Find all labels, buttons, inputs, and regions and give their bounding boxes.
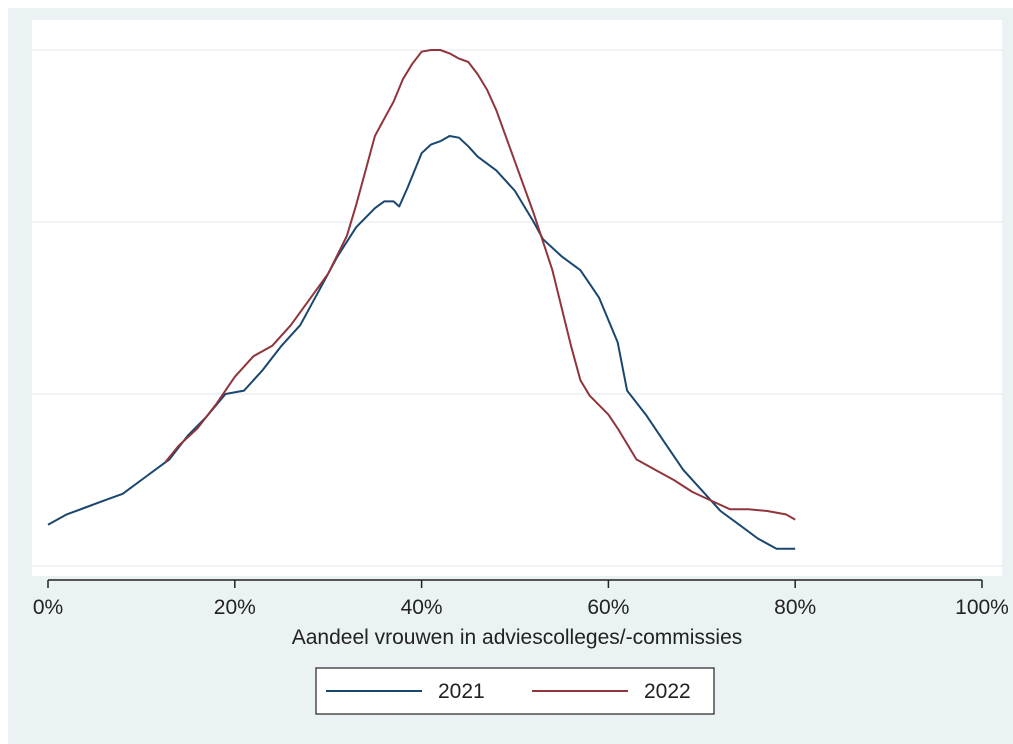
x-tick-label: 80% <box>774 596 816 619</box>
x-tick-label: 20% <box>214 596 256 619</box>
x-axis-label: Aandeel vrouwen in adviescolleges/-commi… <box>292 626 743 649</box>
legend-label-2022: 2022 <box>644 680 691 703</box>
x-tick-label: 100% <box>955 596 1009 619</box>
legend: 2021 2022 <box>315 667 715 715</box>
x-axis: 0% 20% 40% 60% 80% 100% <box>33 579 1009 619</box>
x-tick-label: 0% <box>33 596 63 619</box>
chart-figure: 0% 20% 40% 60% 80% 100% Aandeel vrouwen in ad… <box>8 8 1013 744</box>
plot-area <box>32 20 1002 576</box>
chart-svg: 0% 20% 40% 60% 80% 100% Aandeel vrouwen in ad… <box>32 20 1009 715</box>
series-line-2022 <box>164 49 796 521</box>
series-line-2021 <box>47 135 796 550</box>
series-lines <box>47 49 796 550</box>
x-tick-label: 60% <box>587 596 629 619</box>
gridlines <box>32 49 1002 567</box>
x-tick-label: 40% <box>401 596 443 619</box>
legend-label-2021: 2021 <box>438 680 485 703</box>
